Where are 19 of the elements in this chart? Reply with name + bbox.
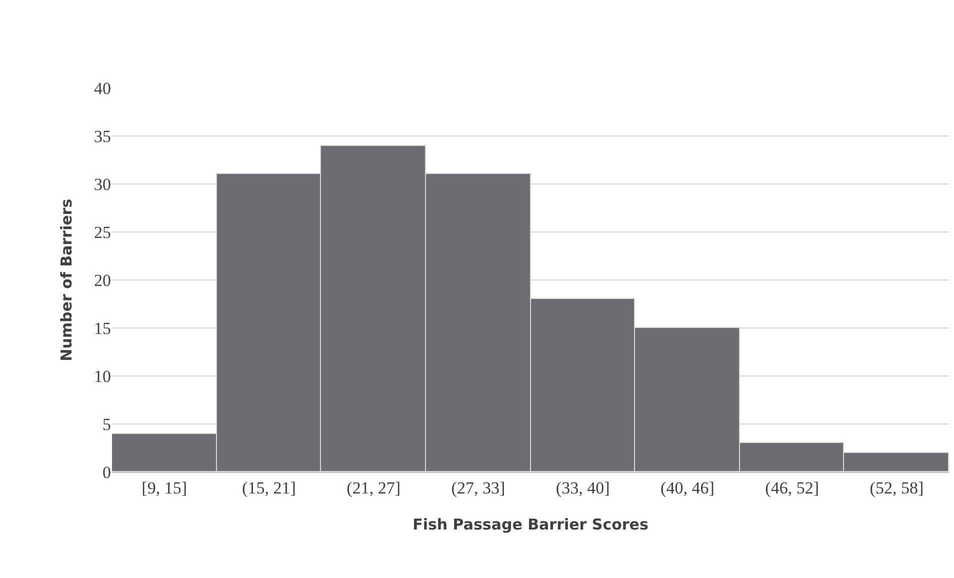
y-tick-label: 0: [102, 462, 111, 482]
x-tick-label: (46, 52]: [765, 478, 819, 498]
x-tick-label: (33, 40]: [556, 478, 610, 498]
y-tick-label: 40: [94, 78, 111, 98]
y-tick-label: 25: [94, 222, 111, 242]
x-tick-label: (52, 58]: [870, 478, 924, 498]
y-tick-label: 35: [94, 126, 111, 146]
y-tick-label: 20: [94, 270, 111, 290]
x-tick-label: (27, 33]: [451, 478, 506, 498]
x-tick-label: (40, 46]: [660, 478, 714, 498]
y-tick-label: 10: [94, 366, 111, 386]
x-tick-label: [9, 15]: [142, 478, 187, 498]
x-axis-title: Fish Passage Barrier Scores: [412, 515, 648, 534]
y-tick-label: 30: [94, 174, 111, 194]
x-tick-label: (15, 21]: [242, 478, 296, 498]
x-tick-label: (21, 27]: [346, 478, 400, 498]
y-tick-label: 5: [102, 414, 111, 434]
y-axis-title: Number of Barriers: [57, 198, 76, 362]
y-tick-label: 15: [94, 318, 111, 338]
